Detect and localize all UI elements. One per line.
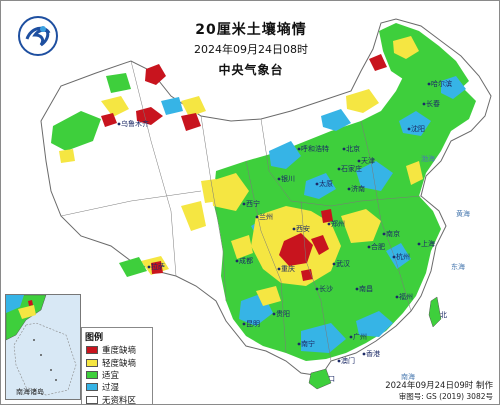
region-mild-drought xyxy=(101,36,423,306)
city-label: 天津 xyxy=(361,157,375,165)
city-label: 昆明 xyxy=(246,320,260,328)
made-time: 2024年09月24日09时 制作 xyxy=(385,381,493,391)
legend-label: 轻度缺墒 xyxy=(102,358,137,369)
city-label: 石家庄 xyxy=(341,164,362,173)
legend-item-wet: 过湿 xyxy=(86,381,152,393)
map-title: 20厘米土壤墒情 xyxy=(195,22,307,38)
legend: 图例 重度缺墒 轻度缺墒 适宜 过湿 无资料区 xyxy=(81,327,153,405)
city-label: 南昌 xyxy=(359,284,373,293)
legend-item-nodata: 无资料区 xyxy=(86,394,152,405)
city-label: 西宁 xyxy=(246,199,260,208)
city-label: 南京 xyxy=(386,229,400,238)
city-label: 贵阳 xyxy=(276,309,290,318)
city-label: 武汉 xyxy=(336,259,350,268)
map-agency: 中央气象台 xyxy=(218,63,284,77)
city-label: 合肥 xyxy=(371,242,385,251)
legend-item-mild: 轻度缺墒 xyxy=(86,356,152,369)
city-label: 香港 xyxy=(366,349,380,358)
legend-label: 无资料区 xyxy=(102,395,137,405)
city-label: 杭州 xyxy=(396,252,410,261)
legend-swatch xyxy=(86,358,98,367)
legend-swatch xyxy=(86,395,98,404)
city-label: 拉萨 xyxy=(151,262,165,271)
taiwan-island xyxy=(428,296,442,328)
legend-label: 重度缺墒 xyxy=(102,346,137,357)
city-labels: 北京 天津 上海 台北 广州 香港 澳门 海口 南宁 拉萨 西宁 兰州 银川 呼… xyxy=(121,79,452,383)
south-china-sea-inset: 南海诸岛 xyxy=(5,294,81,400)
province-borders xyxy=(60,60,422,362)
legend-swatch xyxy=(86,370,98,379)
city-label: 呼和浩特 xyxy=(301,144,329,153)
city-label: 沈阳 xyxy=(411,124,425,133)
legend-swatch xyxy=(86,346,98,355)
inset-label: 南海诸岛 xyxy=(16,388,44,396)
legend-item-severe: 重度缺墒 xyxy=(86,344,152,356)
sea-label: 东海 xyxy=(451,262,465,271)
legend-label: 过湿 xyxy=(102,383,120,394)
cma-logo-icon xyxy=(18,16,58,56)
legend-title: 图例 xyxy=(85,333,104,343)
map-datetime: 2024年09月24日08时 xyxy=(194,43,308,56)
inset-map xyxy=(6,295,77,396)
city-label: 澳门 xyxy=(341,356,355,365)
sea-label: 黄海 xyxy=(456,209,470,218)
city-label: 银川 xyxy=(281,174,295,183)
legend-item-suitable: 适宜 xyxy=(86,369,152,381)
city-label: 长春 xyxy=(426,99,440,108)
approval-number: 审图号: GS (2019) 3082号 xyxy=(398,392,493,401)
city-label: 兰州 xyxy=(259,212,273,221)
city-label: 广州 xyxy=(353,332,367,341)
legend-label: 适宜 xyxy=(102,370,120,381)
region-northwest-mix xyxy=(51,73,183,277)
city-label: 南宁 xyxy=(301,339,315,348)
city-label: 西安 xyxy=(296,224,310,233)
city-label: 太原 xyxy=(319,179,333,188)
city-label: 长沙 xyxy=(319,284,333,293)
city-label: 北京 xyxy=(346,144,360,153)
region-suitable-east xyxy=(213,66,476,361)
legend-swatch xyxy=(86,383,98,392)
city-label: 福州 xyxy=(399,292,413,301)
city-label: 哈尔滨 xyxy=(431,79,452,88)
city-label: 成都 xyxy=(239,256,253,265)
sea-label: 渤海 xyxy=(421,154,435,163)
city-label: 重庆 xyxy=(281,264,295,273)
hainan-island xyxy=(308,368,332,390)
city-label: 乌鲁木齐 xyxy=(121,119,149,128)
sea-label: 南海 xyxy=(401,372,415,381)
city-label: 上海 xyxy=(421,239,435,248)
city-label: 济南 xyxy=(351,184,365,193)
city-label: 郑州 xyxy=(331,220,345,228)
